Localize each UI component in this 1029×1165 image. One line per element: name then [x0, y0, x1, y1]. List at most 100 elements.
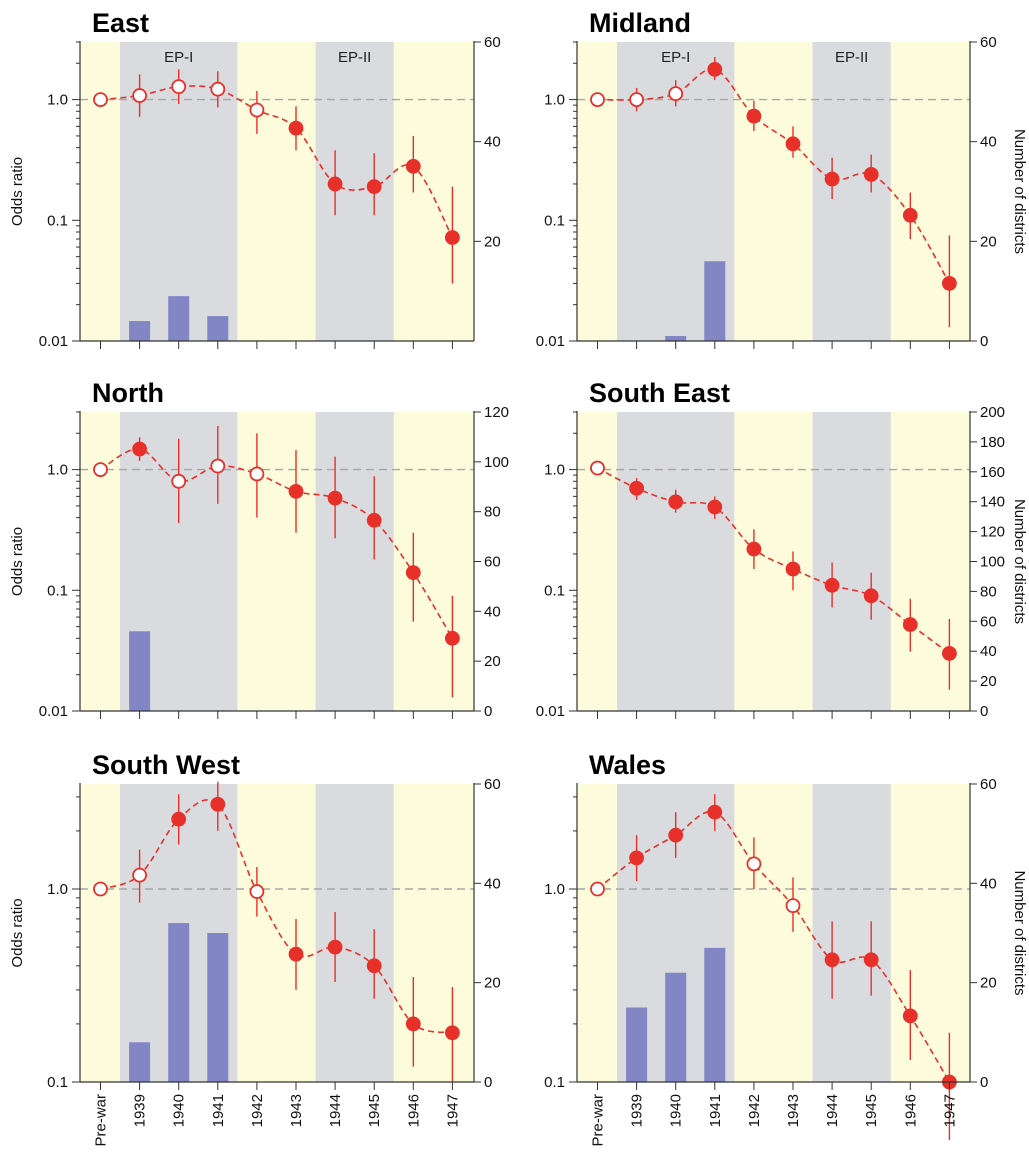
period-band: [354, 412, 395, 711]
odds-ratio-point: [590, 460, 605, 476]
panel-title: South West: [92, 750, 240, 780]
odds-ratio-point: [132, 441, 148, 457]
y-left-tick-label: 0.1: [47, 1074, 68, 1091]
odds-ratio-point: [132, 867, 148, 883]
period-band: [80, 784, 121, 1082]
odds-ratio-point: [746, 856, 762, 872]
x-tick-label: 1946: [902, 1094, 919, 1127]
odds-ratio-point: [668, 86, 684, 102]
x-tick-label: Pre-war: [93, 1094, 110, 1147]
y-right-tick-label: 80: [980, 583, 997, 600]
period-label: EP-II: [835, 49, 868, 66]
y-right-tick-label: 60: [484, 554, 501, 571]
y-right-tick-label: 0: [980, 333, 988, 350]
odds-ratio-point: [132, 88, 148, 103]
odds-ratio-point: [405, 1016, 421, 1032]
y-right-tick-label: 40: [980, 875, 997, 892]
x-tick-label: 1945: [366, 1094, 383, 1127]
y-left-tick-label: 0.1: [544, 582, 565, 599]
panel-title: East: [92, 8, 149, 38]
y-left-tick-label: 0.1: [47, 582, 68, 599]
odds-ratio-point: [824, 577, 840, 593]
odds-ratio-point: [327, 490, 343, 506]
period-band: [656, 412, 696, 711]
odds-ratio-curve: [100, 448, 454, 639]
period-band: [890, 412, 931, 711]
y-right-tick-label: 60: [484, 776, 501, 793]
district-bar: [129, 1042, 151, 1082]
y-right-tick-label: 100: [484, 454, 509, 471]
period-band: [617, 42, 657, 341]
x-tick-label: 1944: [327, 1094, 344, 1127]
period-band: [734, 784, 774, 1082]
odds-ratio-point: [942, 646, 957, 661]
odds-ratio-point: [93, 462, 108, 477]
y-left-tick-label: 1.0: [544, 462, 565, 479]
period-band: [617, 412, 657, 711]
odds-ratio-point: [405, 565, 421, 581]
district-bar: [626, 1007, 648, 1082]
y-left-tick-label: 0.1: [544, 1074, 565, 1091]
y-left-tick-label: 1.0: [47, 881, 68, 898]
x-tick-label: 1947: [941, 1094, 958, 1127]
y-right-tick-label: 60: [980, 776, 997, 793]
y-left-tick-label: 1.0: [544, 881, 565, 898]
odds-ratio-point: [707, 804, 723, 820]
y-left-axis-label: Odds ratio: [9, 157, 26, 226]
odds-ratio-curve: [597, 68, 951, 284]
y-right-tick-label: 20: [980, 673, 997, 690]
y-right-tick-label: 40: [484, 603, 501, 620]
district-bar: [665, 336, 687, 341]
period-band: [929, 784, 971, 1082]
y-right-tick-label: 120: [980, 524, 1005, 541]
period-band: [734, 42, 774, 341]
x-tick-label: 1945: [863, 1094, 880, 1127]
x-tick-label: Pre-war: [590, 1094, 607, 1147]
odds-ratio-point: [824, 952, 840, 968]
x-tick-label: 1943: [785, 1094, 802, 1127]
period-band: [890, 42, 931, 341]
panel-south-west: 0.1 1.0 0 20 40 60 Pre-war 1939 1940 1941 1942 1943…: [9, 750, 501, 1147]
y-right-tick-label: 40: [980, 643, 997, 660]
odds-ratio-point: [863, 588, 879, 604]
district-bar: [207, 933, 229, 1082]
odds-ratio-point: [785, 898, 801, 914]
panel-title: North: [92, 378, 164, 408]
odds-ratio-point: [249, 466, 265, 482]
panel-midland: EP-I EP-II 0.01 0.1 1.0 0 20 40 60 Midland Number …: [536, 8, 1028, 350]
y-left-tick-label: 0.01: [39, 333, 68, 350]
odds-ratio-point: [629, 850, 644, 866]
panel-east: EP-I EP-II 0.01 0.1 1.0 20 40 60 East Odds ratio: [9, 8, 501, 350]
odds-ratio-point: [93, 92, 108, 107]
y-right-tick-label: 180: [980, 434, 1005, 451]
period-band: [237, 42, 277, 341]
odds-ratio-point: [249, 102, 265, 118]
panel-title: Wales: [589, 750, 666, 780]
district-bar: [129, 631, 151, 711]
x-tick-label: 1942: [746, 1094, 763, 1127]
district-bar: [704, 947, 726, 1082]
odds-ratio-point: [629, 92, 644, 107]
district-bar: [129, 321, 151, 341]
odds-ratio-point: [863, 167, 879, 182]
x-tick-label: 1940: [668, 1094, 685, 1127]
period-band: [432, 42, 475, 341]
odds-ratio-curve: [597, 467, 950, 655]
period-band: [80, 412, 121, 711]
x-tick-label: 1946: [405, 1094, 422, 1127]
y-right-tick-label: 80: [484, 504, 501, 521]
y-right-tick-label: 0: [484, 1074, 492, 1091]
y-right-tick-label: 40: [484, 134, 501, 151]
odds-ratio-point: [405, 158, 421, 174]
odds-ratio-point: [171, 79, 187, 95]
y-right-tick-label: 60: [484, 34, 501, 51]
y-right-tick-label: 20: [484, 975, 501, 992]
period-band: [929, 412, 971, 711]
panel-north: 0.01 0.1 1.0 0 20 40 60 80 100 120 North Odds ratio: [9, 378, 509, 720]
odds-ratio-point: [590, 92, 605, 107]
period-band: [695, 412, 735, 711]
odds-ratio-point: [366, 958, 382, 974]
y-right-tick-label: 60: [980, 34, 997, 51]
odds-ratio-point: [746, 108, 762, 124]
odds-ratio-curve: [597, 810, 951, 1083]
